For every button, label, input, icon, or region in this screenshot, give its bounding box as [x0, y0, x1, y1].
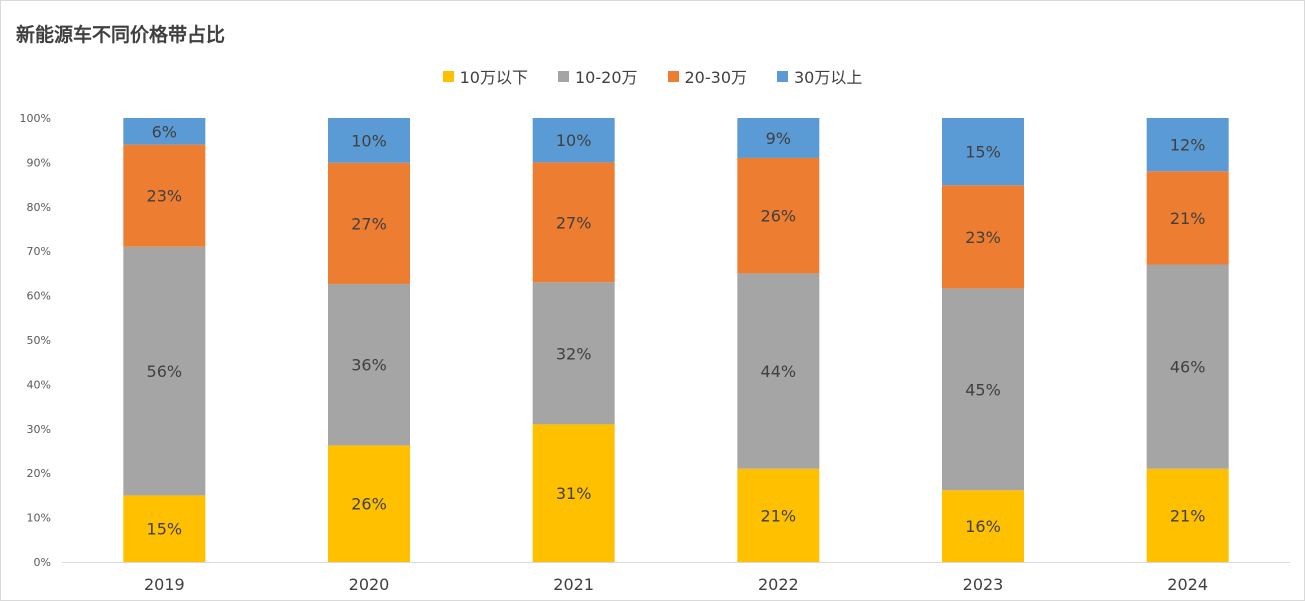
y-tick-label: 40% — [27, 378, 51, 391]
legend-swatch — [777, 70, 788, 82]
legend-item-10-20w: 10-20万 — [558, 64, 638, 88]
data-label: 27% — [351, 214, 387, 233]
data-label: 21% — [1170, 506, 1206, 525]
data-label: 36% — [351, 356, 387, 375]
bar-segment — [532, 424, 615, 562]
y-tick-label: 80% — [27, 201, 51, 214]
bar-segment — [1146, 118, 1229, 172]
data-label: 45% — [965, 380, 1001, 399]
legend-item-20-30w: 20-30万 — [667, 64, 748, 88]
bar-segment — [942, 185, 1024, 289]
bar-segment — [328, 162, 410, 284]
bar-segment — [123, 495, 206, 562]
data-label: 27% — [556, 213, 592, 232]
data-label: 46% — [1170, 358, 1206, 377]
chart-title: 新能源车不同价格带占比 — [16, 24, 226, 46]
bar-segment — [532, 118, 615, 163]
x-tick-label: 2024 — [1167, 575, 1208, 594]
data-label: 15% — [147, 520, 183, 539]
data-label: 31% — [556, 484, 592, 503]
data-label: 26% — [351, 495, 387, 514]
y-tick-label: 20% — [27, 467, 51, 480]
data-label: 32% — [556, 344, 592, 363]
bar-segment — [942, 288, 1024, 491]
legend-item-under-10w: 10万以下 — [442, 64, 528, 88]
legend-label: 20-30万 — [684, 68, 748, 87]
bar-segment — [1146, 468, 1229, 562]
bar-segment — [737, 157, 820, 274]
x-tick-label: 2020 — [349, 575, 390, 594]
y-tick-label: 90% — [27, 156, 51, 169]
data-label: 26% — [761, 207, 797, 226]
bar-segment — [737, 118, 820, 158]
data-label: 23% — [965, 228, 1001, 247]
data-label: 12% — [1170, 136, 1206, 155]
data-label: 44% — [761, 362, 797, 381]
legend-label: 30万以上 — [794, 68, 863, 87]
data-label: 21% — [1170, 209, 1206, 228]
data-label: 16% — [965, 517, 1001, 536]
data-label: 6% — [152, 122, 177, 141]
data-label: 10% — [556, 131, 592, 150]
bar-segment — [532, 162, 615, 283]
y-tick-label: 0% — [34, 556, 51, 569]
bar-segment — [1146, 171, 1229, 265]
legend-label: 10万以下 — [459, 68, 528, 87]
y-tick-label: 30% — [27, 423, 51, 436]
legend-swatch — [558, 70, 569, 82]
data-label: 9% — [766, 129, 791, 148]
bar-segment — [942, 490, 1024, 562]
x-tick-label: 2019 — [144, 575, 185, 594]
legend-swatch — [667, 70, 679, 82]
bar-segment — [942, 118, 1024, 186]
legend-item-over-30w: 30万以上 — [777, 64, 862, 88]
data-label: 10% — [351, 131, 387, 150]
data-label: 21% — [761, 506, 797, 525]
x-tick-label: 2022 — [758, 575, 799, 594]
x-tick-label: 2021 — [553, 575, 594, 594]
bar-segment — [123, 118, 206, 145]
bar-segment — [737, 468, 820, 562]
bar-segment — [328, 445, 410, 562]
legend-label: 10-20万 — [575, 68, 638, 87]
data-label: 15% — [965, 143, 1001, 162]
y-tick-label: 50% — [27, 334, 51, 347]
bar-segment — [123, 246, 206, 496]
bar-segment — [737, 273, 820, 469]
legend: 10万以下 10-20万 20-30万 30万以上 — [0, 64, 1305, 88]
bar-segment — [328, 283, 410, 446]
data-label: 23% — [147, 187, 183, 206]
y-tick-label: 100% — [20, 112, 51, 125]
bar-segment — [123, 144, 206, 247]
x-tick-label: 2023 — [963, 575, 1004, 594]
bar-segment — [532, 282, 615, 425]
y-tick-label: 10% — [27, 512, 51, 525]
y-tick-label: 60% — [27, 290, 51, 303]
y-tick-label: 70% — [27, 245, 51, 258]
bar-segment — [1146, 264, 1229, 469]
bar-segment — [328, 118, 410, 163]
legend-swatch — [442, 70, 454, 82]
data-label: 56% — [147, 362, 183, 381]
